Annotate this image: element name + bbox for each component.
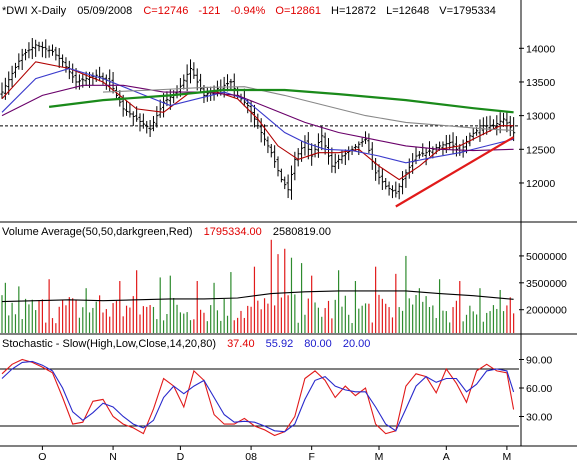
price-y-tick-label: 13500 [526, 77, 555, 89]
volume-label: V=1795334 [439, 5, 496, 17]
low-label: L=12648 [386, 5, 429, 17]
x-tick-label: O [38, 451, 46, 463]
price-y-tick-label: 14000 [526, 43, 555, 55]
stochastic-upper-value: 80.00 [304, 338, 332, 350]
volume-panel [1, 239, 515, 333]
open-label: O=12861 [275, 5, 321, 17]
moving-average-150 [102, 86, 514, 131]
volume-y-tick-label: 5000000 [526, 251, 567, 263]
moving-average-20 [1, 61, 514, 181]
change-pct-label: -0.94% [230, 5, 265, 17]
stochastic-panel-title: Stochastic - Slow(High,Low,Close,14,20,8… [2, 338, 370, 350]
x-tick-label: F [308, 451, 314, 463]
x-tick-label: M [503, 451, 512, 463]
moving-average-100 [1, 84, 514, 152]
volume-y-tick-label: 3500000 [526, 278, 567, 290]
volume-average-line [1, 290, 514, 303]
volume-panel-title: Volume Average(50,50,darkgreen,Red) 1795… [2, 226, 331, 238]
stochastic-y-tick-label: 60.00 [526, 383, 552, 395]
price-y-tick-label: 13000 [526, 111, 555, 123]
volume-value-black: 2580819.00 [273, 226, 331, 238]
symbol-label: *DWI X-Daily [2, 5, 67, 17]
axis-labels: 12000 12500 13000 13500 14000 2000000 3500000 5… [38, 43, 567, 463]
date-label: 05/09/2008 [77, 5, 132, 17]
price-y-tick-label: 12000 [526, 178, 555, 190]
volume-label-text: Volume Average(50,50,darkgreen,Red) [2, 226, 193, 238]
stochastic-k-line [1, 358, 515, 437]
stochastic-d-line [1, 360, 515, 433]
x-tick-label: M [375, 451, 384, 463]
stochastic-lower-value: 20.00 [343, 338, 371, 350]
stochastic-label-text: Stochastic - Slow(High,Low,Close,14,20,8… [2, 338, 216, 350]
change-label: -121 [198, 5, 220, 17]
price-panel [0, 38, 519, 208]
stochastic-y-tick-label: 90.00 [526, 355, 552, 367]
stochastic-y-tick-label: 30.00 [526, 412, 552, 424]
x-tick-label: 08 [245, 451, 257, 463]
x-tick-label: N [109, 451, 117, 463]
moving-average-50 [1, 67, 514, 164]
price-y-tick-label: 12500 [526, 144, 555, 156]
x-tick-label: D [177, 451, 185, 463]
high-label: H=12872 [331, 5, 376, 17]
close-label: C=12746 [143, 5, 188, 17]
volume-value-red: 1795334.00 [204, 226, 262, 238]
moving-average-200 [48, 88, 514, 114]
chart-header: *DWI X-Daily 05/09/2008 C=12746 -121 -0.… [2, 5, 496, 17]
volume-y-tick-label: 2000000 [526, 305, 567, 317]
x-tick-label: A [443, 451, 450, 463]
stochastic-panel [0, 358, 519, 437]
support-trendline [395, 136, 515, 208]
stochastic-k-value: 37.40 [227, 338, 255, 350]
stochastic-d-value: 55.92 [266, 338, 294, 350]
